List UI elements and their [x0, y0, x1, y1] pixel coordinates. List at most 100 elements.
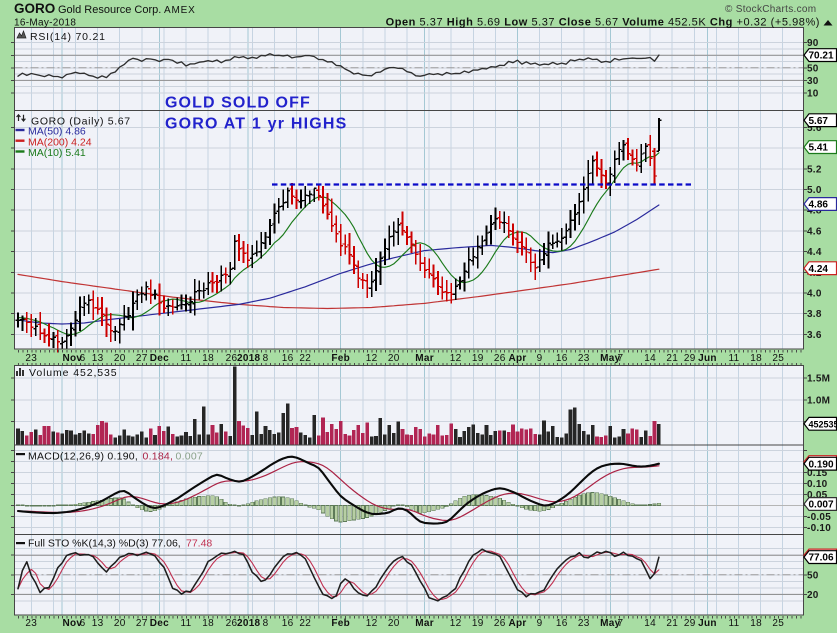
svg-text:8: 8 — [263, 618, 269, 628]
svg-text:0.184,: 0.184, — [143, 450, 174, 462]
svg-text:0.007: 0.007 — [809, 500, 834, 511]
svg-text:22: 22 — [299, 353, 311, 364]
svg-text:Dec: Dec — [150, 618, 169, 628]
svg-text:23: 23 — [578, 353, 590, 364]
svg-text:5.0: 5.0 — [807, 185, 822, 196]
svg-text:50: 50 — [807, 63, 819, 74]
svg-text:26: 26 — [494, 618, 506, 628]
svg-text:26: 26 — [494, 353, 506, 364]
svg-text:30: 30 — [807, 76, 819, 87]
svg-text:MACD(12,26,9) 0.190,: MACD(12,26,9) 0.190, — [28, 450, 138, 462]
svg-text:20: 20 — [388, 353, 400, 364]
svg-text:25: 25 — [772, 353, 784, 364]
svg-text:19: 19 — [472, 353, 484, 364]
svg-text:25: 25 — [772, 618, 784, 628]
svg-text:18: 18 — [202, 618, 214, 628]
svg-text:-0.05: -0.05 — [807, 512, 831, 523]
svg-text:8: 8 — [263, 353, 269, 364]
svg-text:0.10: 0.10 — [807, 479, 828, 490]
svg-text:11: 11 — [729, 353, 740, 364]
svg-text:MA(10) 5.41: MA(10) 5.41 — [28, 147, 86, 159]
svg-text:20: 20 — [114, 618, 126, 628]
svg-text:16: 16 — [282, 618, 294, 628]
svg-text:14: 14 — [644, 618, 656, 628]
svg-text:Mar: Mar — [415, 353, 434, 364]
svg-text:11: 11 — [181, 618, 192, 628]
svg-text:13: 13 — [92, 353, 104, 364]
svg-text:Feb: Feb — [331, 353, 350, 364]
svg-text:2018: 2018 — [237, 353, 261, 364]
svg-text:9: 9 — [537, 353, 543, 364]
svg-text:29: 29 — [684, 618, 696, 628]
svg-text:12: 12 — [450, 618, 462, 628]
svg-text:5.2: 5.2 — [807, 164, 822, 175]
svg-text:Mar: Mar — [415, 618, 434, 628]
svg-text:21: 21 — [666, 353, 678, 364]
svg-text:11: 11 — [729, 618, 740, 628]
svg-text:26: 26 — [226, 353, 238, 364]
svg-text:9: 9 — [537, 618, 543, 628]
svg-text:6: 6 — [80, 618, 86, 628]
svg-text:77.48: 77.48 — [186, 538, 212, 550]
svg-text:18: 18 — [750, 618, 762, 628]
svg-text:4.0: 4.0 — [807, 289, 822, 300]
svg-text:3.6: 3.6 — [807, 330, 822, 341]
svg-text:22: 22 — [299, 618, 311, 628]
svg-text:RSI(14) 70.21: RSI(14) 70.21 — [30, 31, 106, 43]
svg-text:19: 19 — [472, 618, 484, 628]
svg-text:4.24: 4.24 — [809, 264, 829, 275]
svg-text:3.8: 3.8 — [807, 309, 822, 320]
svg-text:11: 11 — [181, 353, 192, 364]
svg-text:50: 50 — [807, 570, 819, 581]
svg-text:7: 7 — [617, 618, 623, 628]
svg-text:16: 16 — [282, 353, 294, 364]
svg-text:16: 16 — [556, 353, 568, 364]
svg-text:2018: 2018 — [237, 618, 261, 628]
svg-text:7: 7 — [617, 353, 623, 364]
svg-text:-0.10: -0.10 — [807, 523, 831, 534]
svg-text:12: 12 — [366, 353, 378, 364]
svg-text:GORO: GORO — [14, 1, 55, 16]
svg-text:1.0M: 1.0M — [807, 395, 830, 406]
svg-text:4.86: 4.86 — [809, 200, 829, 211]
svg-text:Apr: Apr — [508, 353, 526, 364]
svg-text:26: 26 — [226, 618, 238, 628]
svg-text:Gold Resource Corp.: Gold Resource Corp. — [58, 4, 161, 16]
svg-text:5.67: 5.67 — [809, 116, 829, 127]
svg-text:12: 12 — [450, 353, 462, 364]
svg-text:GORO AT 1 yr HIGHS: GORO AT 1 yr HIGHS — [165, 116, 348, 133]
svg-text:18: 18 — [202, 353, 214, 364]
svg-text:18: 18 — [750, 353, 762, 364]
svg-text:16: 16 — [556, 618, 568, 628]
svg-text:21: 21 — [666, 618, 678, 628]
svg-text:0.190: 0.190 — [809, 459, 834, 470]
svg-text:14: 14 — [644, 353, 656, 364]
svg-text:© StockCharts.com: © StockCharts.com — [725, 4, 816, 15]
svg-text:77.06: 77.06 — [809, 553, 834, 564]
svg-text:23: 23 — [578, 618, 590, 628]
svg-text:Open 5.37 High 5.69 Low 5.37 C: Open 5.37 High 5.69 Low 5.37 Close 5.67 … — [386, 17, 820, 29]
svg-text:16-May-2018: 16-May-2018 — [14, 18, 76, 29]
svg-text:Jun: Jun — [698, 353, 717, 364]
svg-text:4.6: 4.6 — [807, 226, 822, 237]
svg-text:Jun: Jun — [698, 618, 717, 628]
svg-text:12: 12 — [366, 618, 378, 628]
svg-text:Full STO %K(14,3) %D(3) 77.06,: Full STO %K(14,3) %D(3) 77.06, — [28, 538, 181, 550]
svg-text:29: 29 — [684, 353, 696, 364]
svg-text:Apr: Apr — [508, 618, 526, 628]
svg-text:GOLD SOLD OFF: GOLD SOLD OFF — [165, 95, 311, 112]
svg-text:20: 20 — [807, 590, 819, 601]
svg-text:4.4: 4.4 — [807, 247, 822, 258]
svg-text:Volume 452,535: Volume 452,535 — [29, 367, 118, 379]
svg-text:0.007: 0.007 — [176, 450, 204, 462]
svg-text:20: 20 — [388, 618, 400, 628]
svg-text:6: 6 — [80, 353, 86, 364]
svg-text:23: 23 — [25, 618, 37, 628]
svg-text:27: 27 — [136, 353, 148, 364]
svg-text:13: 13 — [92, 618, 104, 628]
svg-text:20: 20 — [114, 353, 126, 364]
svg-text:Dec: Dec — [150, 353, 169, 364]
svg-text:AMEX: AMEX — [164, 5, 196, 16]
svg-text:1.5M: 1.5M — [807, 373, 830, 384]
svg-text:23: 23 — [25, 353, 37, 364]
